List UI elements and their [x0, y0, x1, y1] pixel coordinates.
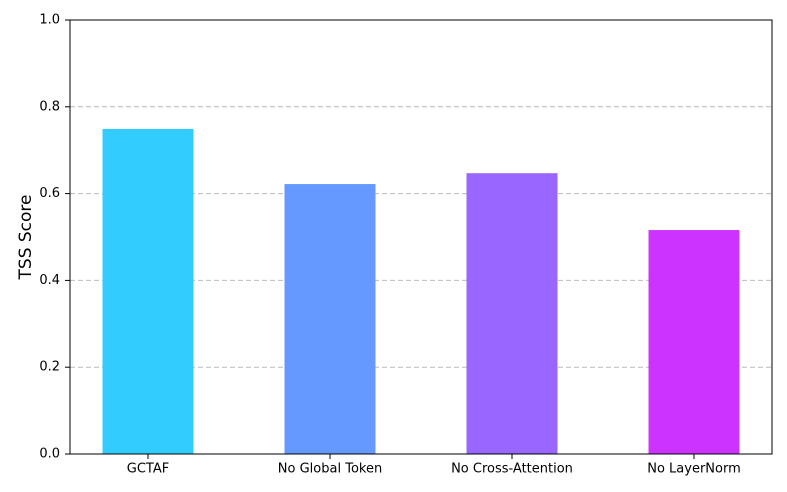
y-tick-label: 0.2: [39, 360, 60, 375]
x-tick-label: No Cross-Attention: [451, 462, 573, 477]
y-tick-label: 0.6: [39, 186, 60, 201]
x-tick-label: No Global Token: [278, 462, 382, 477]
y-tick-label: 1.0: [39, 13, 60, 28]
y-axis-label: TSS Score: [16, 195, 36, 281]
plot-frame: [69, 19, 773, 455]
bar: [466, 173, 558, 454]
bar: [102, 128, 194, 454]
y-tick-label: 0.8: [39, 99, 60, 114]
bar: [648, 230, 740, 454]
bar: [284, 184, 376, 454]
x-tick-label: GCTAF: [127, 462, 169, 477]
y-tick-label: 0.0: [39, 447, 60, 462]
x-tick-label: No LayerNorm: [647, 462, 741, 477]
y-tick-label: 0.4: [39, 273, 60, 288]
